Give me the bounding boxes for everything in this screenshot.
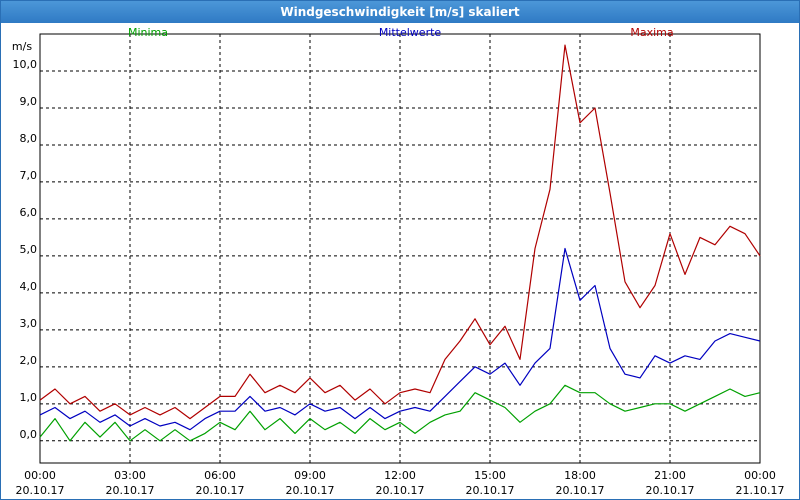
y-tick-label: 6,0: [20, 206, 38, 219]
y-tick-label: 3,0: [20, 317, 38, 330]
x-tick-label-time: 06:00: [204, 469, 236, 482]
series-line-minima: [39, 384, 761, 442]
series-line-maxima: [39, 44, 761, 420]
x-tick-label-date: 20.10.17: [106, 484, 155, 497]
x-tick-label-date: 21.10.17: [736, 484, 785, 497]
legend-maxima: Maxima: [630, 26, 673, 39]
y-tick-label: 8,0: [20, 132, 38, 145]
x-tick-label-date: 20.10.17: [646, 484, 695, 497]
x-tick-label-date: 20.10.17: [466, 484, 515, 497]
y-axis-label: m/s: [12, 40, 32, 53]
x-tick-label-time: 15:00: [474, 469, 506, 482]
window-title: Windgeschwindigkeit [m/s] skaliert: [1, 1, 799, 23]
x-tick-label-date: 20.10.17: [196, 484, 245, 497]
x-tick-label-date: 20.10.17: [16, 484, 65, 497]
x-tick-label-time: 12:00: [384, 469, 416, 482]
y-tick-label: 2,0: [20, 354, 38, 367]
y-tick-label: 5,0: [20, 243, 38, 256]
y-tick-label: 1,0: [20, 391, 38, 404]
legend-minima: Minima: [128, 26, 168, 39]
x-tick-label-date: 20.10.17: [286, 484, 335, 497]
y-tick-label: 7,0: [20, 169, 38, 182]
x-tick-label-date: 20.10.17: [376, 484, 425, 497]
y-tick-label: 10,0: [13, 58, 38, 71]
y-tick-label: 0,0: [20, 428, 38, 441]
x-tick-label-date: 20.10.17: [556, 484, 605, 497]
x-tick-label-time: 09:00: [294, 469, 326, 482]
x-tick-label-time: 00:00: [744, 469, 776, 482]
series-line-mittelwerte: [39, 247, 761, 431]
x-tick-label-time: 00:00: [24, 469, 56, 482]
x-tick-label-time: 03:00: [114, 469, 146, 482]
legend-mittelwerte: Mittelwerte: [379, 26, 442, 39]
x-tick-label-time: 21:00: [654, 469, 686, 482]
x-tick-label-time: 18:00: [564, 469, 596, 482]
y-tick-label: 9,0: [20, 95, 38, 108]
y-tick-label: 4,0: [20, 280, 38, 293]
plot-frame: [39, 33, 761, 464]
